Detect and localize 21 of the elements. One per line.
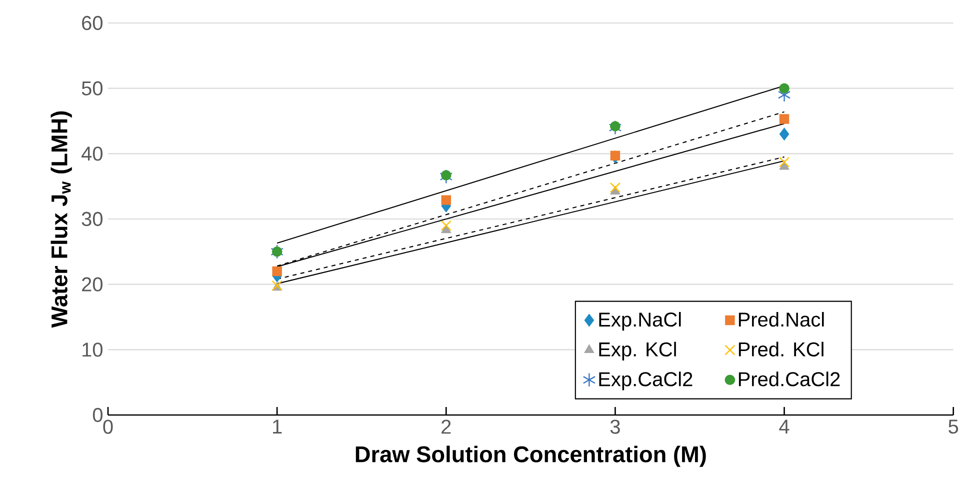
legend-label: Exp. KCl	[599, 342, 676, 360]
y-tick-label: 20	[82, 277, 102, 292]
x-tick-label: 1	[273, 420, 282, 434]
legend-label: Exp.NaCl	[599, 312, 681, 331]
legend-label: Exp.CaCl2	[599, 372, 692, 390]
legend-label: Pred.CaCl2	[738, 372, 840, 386]
y-tick-label: 60	[82, 16, 102, 30]
y-tick-label: 50	[82, 81, 102, 96]
x-axis-title: Draw Solution Concentration (M)	[356, 446, 706, 467]
legend-label: Pred.Nacl	[738, 312, 824, 327]
y-tick-label: 0	[92, 408, 102, 422]
x-tick-label: 0	[103, 420, 113, 434]
x-tick-label: 2	[442, 420, 451, 434]
x-tick-label: 4	[779, 420, 790, 434]
y-tick-label: 30	[82, 212, 102, 226]
x-tick-label: 3	[610, 420, 620, 434]
x-tick-label: 5	[948, 420, 958, 434]
y-tick-label: 40	[82, 146, 102, 161]
legend-label: Pred. KCl	[738, 342, 824, 356]
y-tick-label: 10	[82, 342, 102, 357]
y-axis-title: Water Flux J$_{w}$ (LMH)	[50, 111, 72, 328]
